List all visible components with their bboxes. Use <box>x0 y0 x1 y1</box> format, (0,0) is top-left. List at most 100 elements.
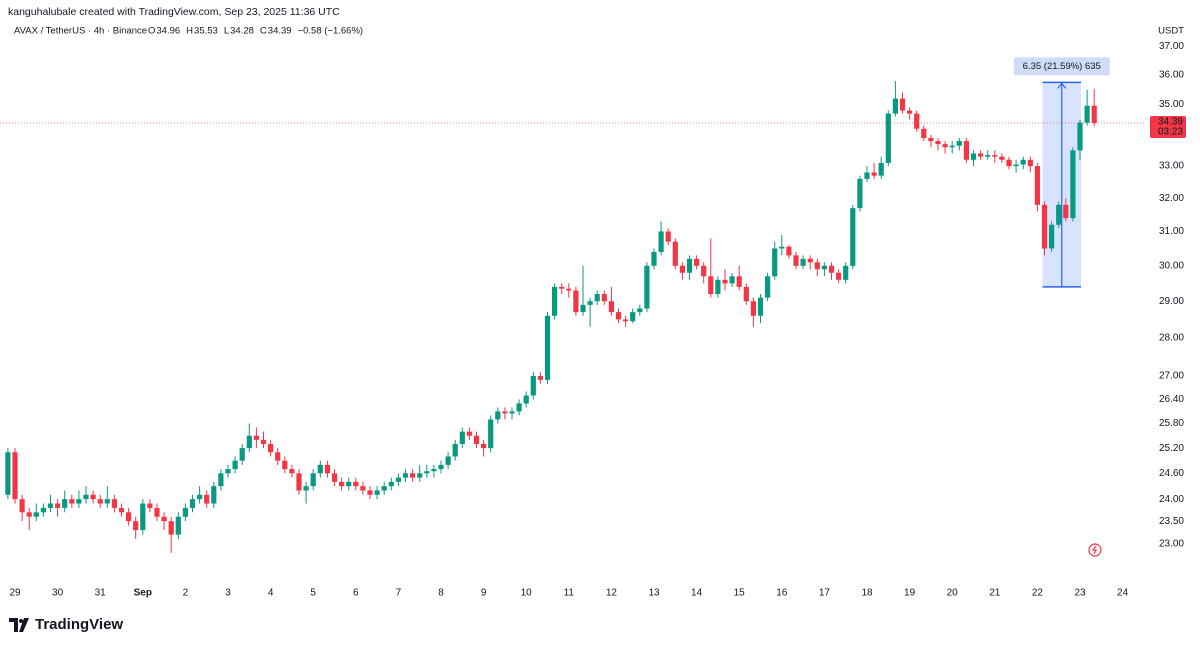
candle-body <box>963 141 969 160</box>
ohlc-label: C <box>260 26 267 37</box>
candle-body <box>552 286 558 316</box>
candle-body <box>154 507 160 517</box>
candle-body <box>772 248 778 277</box>
candle-body <box>878 162 884 176</box>
candle-body <box>601 294 607 302</box>
last-price-label: 34.39 <box>1158 117 1183 128</box>
candle-body <box>104 499 110 504</box>
candle-body <box>644 265 650 309</box>
candle-body <box>559 286 565 289</box>
candle-body <box>708 276 714 295</box>
candle-body <box>949 145 955 148</box>
candle-body <box>679 265 685 273</box>
candle-body <box>786 246 792 256</box>
x-tick-label: 10 <box>521 588 533 599</box>
candle-body <box>892 98 898 114</box>
brand: TradingView <box>35 616 123 633</box>
candle-body <box>850 208 856 266</box>
candle-body <box>637 308 643 313</box>
price-change: −0.58 (−1.66%) <box>298 26 364 37</box>
candle-body <box>914 113 920 129</box>
x-tick-label: 21 <box>989 588 1001 599</box>
candle-body <box>97 499 103 504</box>
candle-body <box>942 144 948 148</box>
candle-body <box>523 395 529 404</box>
candle-body <box>701 265 707 277</box>
y-tick-label: 28.00 <box>1159 333 1184 344</box>
ohlc-value: 35.53 <box>194 26 218 37</box>
candle-body <box>715 279 721 295</box>
candle-body <box>381 486 387 491</box>
candle-body <box>62 499 68 508</box>
candle-body <box>1084 105 1090 123</box>
candle-body <box>1027 159 1033 167</box>
candle-body <box>580 304 586 313</box>
candle-body <box>452 443 458 457</box>
x-tick-label: 13 <box>648 588 660 599</box>
candle-body <box>587 301 593 305</box>
candle-body <box>459 431 465 444</box>
x-tick-label: 5 <box>310 588 316 599</box>
ohlc-label: H <box>186 26 193 37</box>
candle-body <box>516 403 522 412</box>
candle-body <box>275 452 281 461</box>
candle-body <box>367 490 373 495</box>
candle-body <box>289 469 295 474</box>
candle-body <box>111 499 117 508</box>
candle-body <box>47 503 54 508</box>
x-tick-label: 19 <box>904 588 916 599</box>
x-tick-label: 31 <box>95 588 107 599</box>
candle-body <box>623 319 629 322</box>
candle-body <box>204 494 210 504</box>
candle-body <box>899 98 906 111</box>
candle-body <box>729 276 735 284</box>
x-tick-label: 22 <box>1032 588 1044 599</box>
currency: USDT <box>1158 26 1184 37</box>
candle-body <box>544 315 551 380</box>
candle-body <box>807 258 813 263</box>
candle-body <box>956 141 962 146</box>
candle-body <box>90 494 96 500</box>
candle-body <box>1041 204 1048 249</box>
candle-body <box>630 312 636 322</box>
x-tick-label: 12 <box>606 588 618 599</box>
candle-body <box>985 155 991 157</box>
candle-body <box>800 258 806 266</box>
candle-body <box>750 301 756 316</box>
candle-body <box>197 494 203 500</box>
flash-icon <box>1088 543 1102 557</box>
candle-body <box>573 290 579 313</box>
candle-body <box>445 456 451 465</box>
candle-body <box>665 231 671 242</box>
candle-body <box>410 473 416 478</box>
y-tick-label: 36.00 <box>1159 70 1184 81</box>
candle-body <box>686 258 693 273</box>
candle-body <box>5 452 11 495</box>
candle-body <box>651 251 657 266</box>
y-tick-label: 26.40 <box>1159 394 1184 405</box>
candle-body <box>978 153 984 157</box>
y-tick-label: 25.80 <box>1159 418 1184 429</box>
candle-body <box>871 172 877 176</box>
x-tick-label: 3 <box>225 588 231 599</box>
candle-body <box>765 276 771 298</box>
candle-body <box>828 265 835 273</box>
x-tick-label: 18 <box>861 588 873 599</box>
candle-body <box>324 464 330 474</box>
ohlc-value: 34.96 <box>156 26 180 37</box>
candle-body <box>189 499 196 508</box>
candle-body <box>417 473 423 478</box>
candle-body <box>218 473 224 487</box>
last-price-box <box>1150 115 1186 138</box>
candle-body <box>175 516 181 535</box>
candle-body <box>921 128 927 138</box>
candle-body <box>260 439 267 444</box>
candle-body <box>821 265 827 270</box>
candle-body <box>1013 164 1019 167</box>
candle-body <box>147 503 153 508</box>
candle-body <box>402 473 409 478</box>
candle-body <box>509 411 515 414</box>
candle-body <box>843 265 849 280</box>
candle-body <box>488 419 494 449</box>
